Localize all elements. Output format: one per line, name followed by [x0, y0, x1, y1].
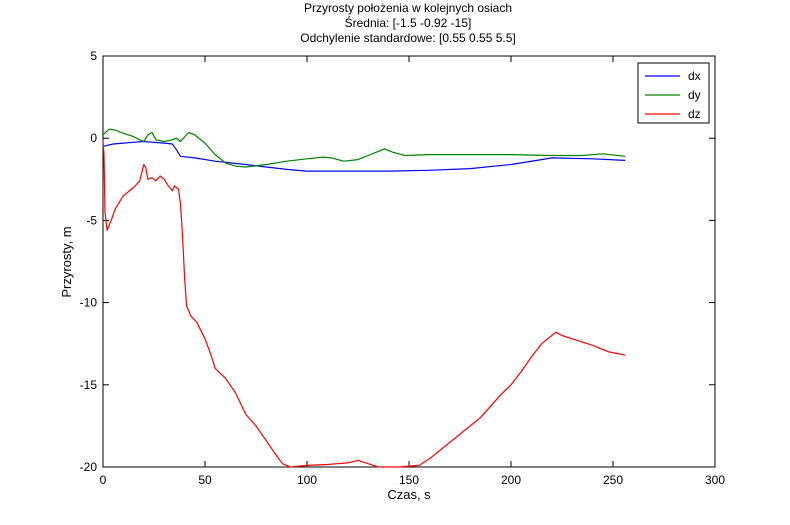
- y-tick-label: 0: [90, 131, 97, 145]
- legend-label-dz: dz: [688, 107, 701, 121]
- legend-box: [637, 62, 710, 124]
- y-tick-label: -10: [80, 296, 98, 310]
- x-tick-label: 50: [198, 473, 212, 487]
- x-tick-label: 150: [399, 473, 419, 487]
- x-tick-label: 200: [501, 473, 521, 487]
- legend: dx dy dz: [637, 62, 710, 124]
- y-axis-label: Przyrosty, m: [59, 226, 74, 297]
- y-tick-label: 5: [90, 49, 97, 63]
- x-tick-label: 250: [603, 473, 623, 487]
- x-tick-label: 0: [100, 473, 107, 487]
- y-tick-label: -20: [80, 460, 98, 474]
- legend-label-dy: dy: [688, 88, 701, 102]
- x-tick-label: 300: [705, 473, 725, 487]
- y-tick-label: -15: [80, 378, 98, 392]
- x-tick-label: 100: [297, 473, 317, 487]
- series-line-dz: [102, 141, 626, 468]
- legend-label-dx: dx: [688, 69, 701, 83]
- series-layer: [102, 128, 626, 468]
- chart-title-line-3: Odchylenie standardowe: [0.55 0.55 5.5]: [300, 31, 515, 45]
- x-axis-label: Czas, s: [387, 487, 431, 502]
- plot-area: [102, 55, 716, 468]
- y-tick-label: -5: [86, 213, 97, 227]
- chart-title-line-2: Średnia: [-1.5 -0.92 -15]: [345, 15, 472, 30]
- series-line-dy: [102, 128, 626, 168]
- chart-title-line-1: Przyrosty położenia w kolejnych osiach: [304, 1, 512, 15]
